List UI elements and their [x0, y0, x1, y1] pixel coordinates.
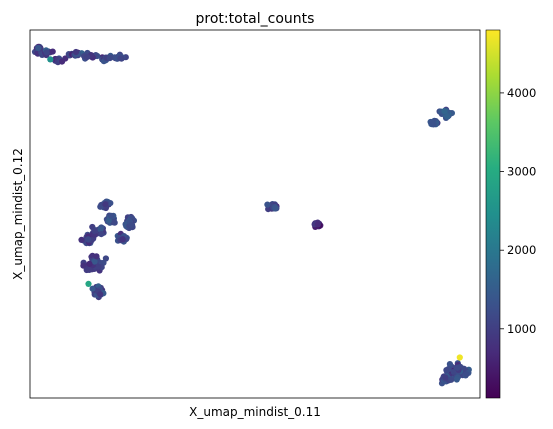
scatter-point — [86, 266, 93, 273]
scatter-point — [272, 205, 279, 212]
highlight-point — [85, 280, 92, 287]
highlight-point — [47, 56, 54, 63]
colorbar-tick-label: 4000 — [507, 86, 536, 100]
x-axis-label: X_umap_mindist_0.11 — [189, 405, 321, 419]
scatter-points — [31, 43, 472, 387]
scatter-point — [97, 226, 104, 233]
scatter-point — [91, 227, 98, 234]
colorbar — [485, 29, 501, 399]
scatter-point — [85, 236, 92, 243]
scatter-point — [80, 262, 87, 269]
scatter-point — [97, 291, 104, 298]
scatter-point — [314, 221, 322, 228]
scatter-point — [128, 221, 135, 228]
plot-frame — [29, 29, 481, 399]
colorbar-ticks: 1000 2000 3000 4000 — [500, 86, 536, 336]
scatter-point — [264, 201, 271, 208]
scatter-point — [108, 212, 115, 219]
scatter-point — [453, 376, 460, 383]
scatter-point — [443, 367, 450, 374]
scatter-point — [111, 219, 118, 226]
colorbar-tick-label: 1000 — [507, 322, 536, 336]
y-axis-label: X_umap_mindist_0.12 — [11, 148, 25, 280]
scatter-point — [84, 54, 91, 61]
scatter-point — [35, 44, 42, 52]
colorbar-tick-label: 3000 — [507, 165, 536, 179]
scatter-point — [454, 364, 461, 371]
scatter-point — [78, 236, 85, 243]
scatter-point — [107, 200, 114, 207]
scatter-point — [43, 49, 50, 56]
scatter-point — [72, 48, 80, 56]
colorbar-tick-label: 2000 — [507, 243, 536, 257]
scatter-point — [428, 119, 435, 126]
scatter-point — [91, 258, 98, 265]
scatter-point — [49, 48, 56, 55]
scatter-point — [448, 376, 455, 383]
scatter-point — [93, 253, 100, 260]
scatter-point — [86, 260, 93, 267]
scatter-point — [106, 55, 113, 62]
scatter-point — [98, 231, 105, 238]
scatter-point — [446, 361, 453, 368]
scatter-point — [89, 285, 96, 292]
scatter-point — [119, 236, 126, 243]
scatter-point — [117, 55, 124, 62]
scatter-point — [97, 203, 104, 210]
scatter-point — [105, 217, 112, 224]
scatter-point — [442, 374, 449, 381]
highlight-point — [456, 354, 463, 361]
chart-title: prot:total_counts — [196, 11, 315, 27]
scatter-point — [58, 58, 66, 65]
scatter-point — [463, 371, 470, 378]
scatter-point — [102, 201, 109, 208]
scatter-point — [441, 108, 448, 115]
